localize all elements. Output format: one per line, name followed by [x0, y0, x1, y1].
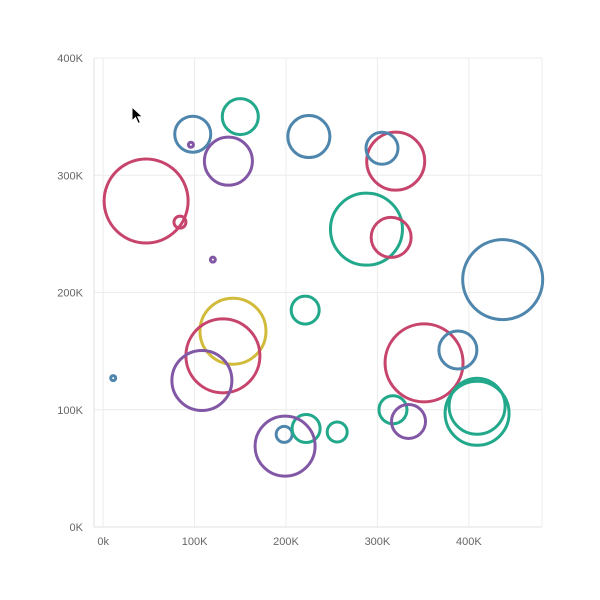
x-tick-label: 400K: [456, 536, 482, 548]
grid-lines: [94, 57, 542, 528]
bubble-point: [202, 135, 254, 187]
bubble-point: [369, 215, 413, 259]
x-tick-label: 100K: [182, 536, 208, 548]
x-axis-ticks: 0k 100K 200K 300K 400K: [97, 536, 482, 548]
y-axis-ticks: 0K 100K 200K 300K 400K: [57, 53, 83, 534]
bubble-point: [109, 374, 118, 383]
bubble-point: [274, 424, 294, 444]
x-tick-label: 0k: [97, 536, 109, 548]
mouse-pointer-icon: [131, 106, 144, 125]
bubble-point: [286, 114, 332, 160]
bubble-point: [325, 420, 349, 444]
bubble-point: [328, 191, 404, 267]
bubble-point: [364, 130, 400, 166]
y-tick-label: 200K: [57, 288, 83, 300]
bubble-point: [443, 379, 511, 447]
bubbles: [102, 97, 545, 478]
y-tick-label: 100K: [57, 405, 83, 417]
y-tick-label: 400K: [57, 53, 83, 65]
bubble-point: [390, 402, 428, 440]
bubble-point: [220, 97, 260, 137]
bubble-point: [365, 130, 427, 192]
bubble-point: [253, 414, 317, 478]
y-tick-label: 300K: [57, 170, 83, 182]
y-tick-label: 0K: [70, 522, 84, 534]
bubble-point: [173, 114, 213, 154]
bubble-point: [383, 322, 465, 404]
bubble-point: [447, 376, 507, 436]
x-tick-label: 200K: [273, 536, 299, 548]
bubble-point: [289, 294, 321, 326]
bubble-point: [172, 214, 188, 230]
bubble-point: [102, 157, 190, 245]
bubble-point: [198, 296, 268, 366]
bubble-point: [437, 329, 479, 371]
bubble-point: [290, 413, 322, 445]
bubble-point: [186, 140, 195, 149]
bubble-point: [184, 317, 262, 395]
bubble-point: [208, 255, 217, 264]
x-tick-label: 300K: [365, 536, 391, 548]
bubble-point: [170, 348, 234, 412]
bubble-point: [461, 238, 545, 322]
